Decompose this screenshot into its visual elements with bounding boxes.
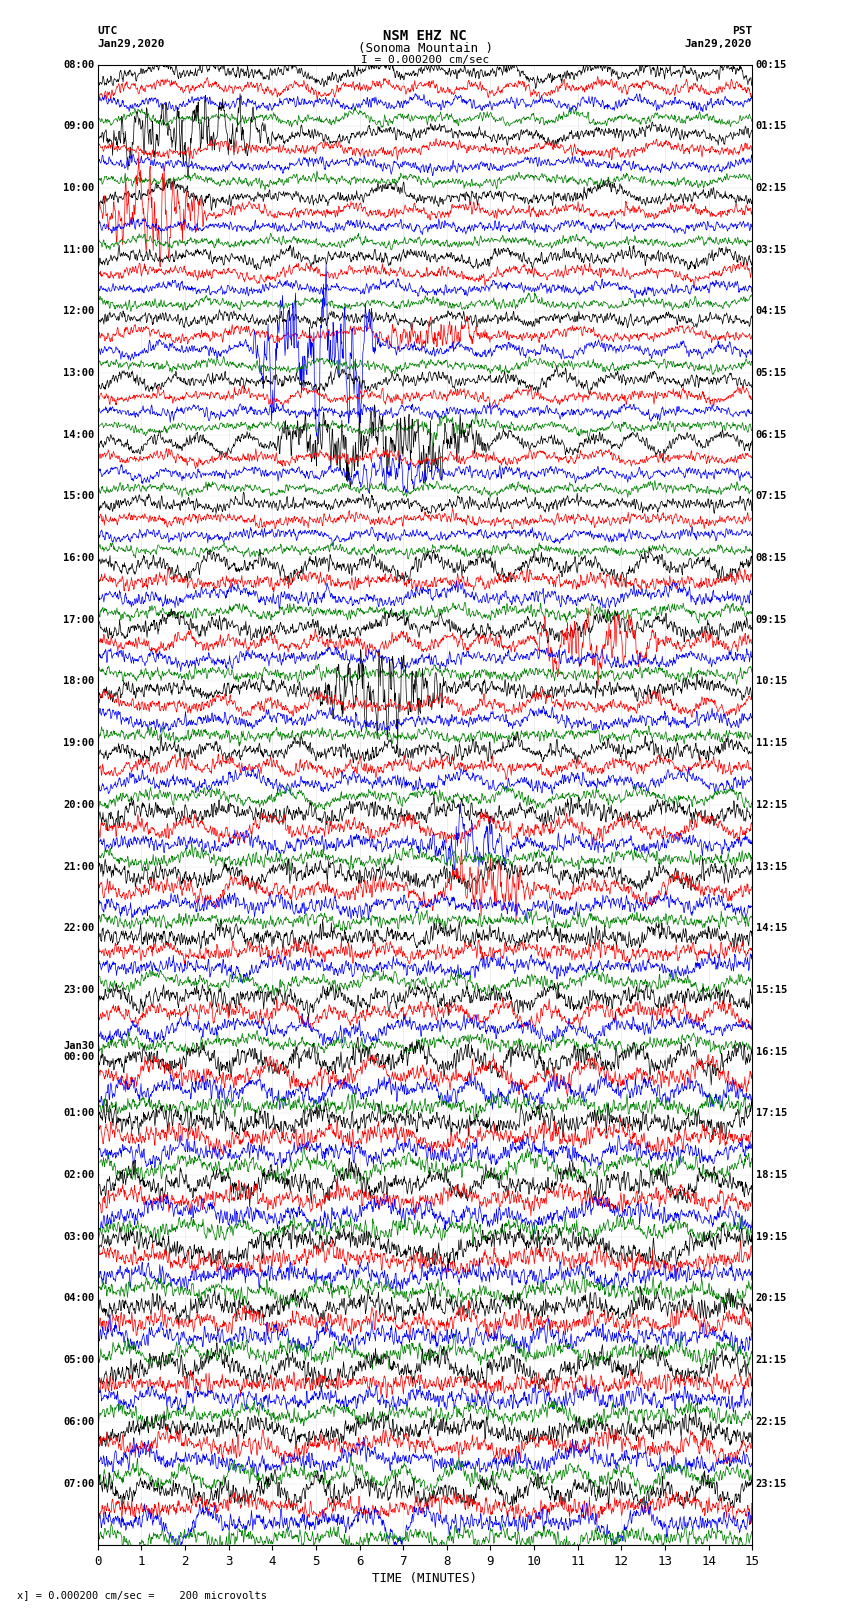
Text: 08:15: 08:15 xyxy=(756,553,787,563)
Text: 11:15: 11:15 xyxy=(756,739,787,748)
Text: 07:15: 07:15 xyxy=(756,492,787,502)
Text: 06:00: 06:00 xyxy=(63,1416,94,1428)
Text: 07:00: 07:00 xyxy=(63,1479,94,1489)
Text: 22:00: 22:00 xyxy=(63,923,94,934)
Text: NSM EHZ NC: NSM EHZ NC xyxy=(383,29,467,44)
Text: 20:15: 20:15 xyxy=(756,1294,787,1303)
Text: 14:00: 14:00 xyxy=(63,429,94,440)
Text: 04:00: 04:00 xyxy=(63,1294,94,1303)
Text: UTC: UTC xyxy=(98,26,118,35)
Text: 15:15: 15:15 xyxy=(756,986,787,995)
Text: 14:15: 14:15 xyxy=(756,923,787,934)
Text: 16:15: 16:15 xyxy=(756,1047,787,1057)
Text: 22:15: 22:15 xyxy=(756,1416,787,1428)
Text: 16:00: 16:00 xyxy=(63,553,94,563)
Text: 19:00: 19:00 xyxy=(63,739,94,748)
Text: 17:15: 17:15 xyxy=(756,1108,787,1118)
Text: 17:00: 17:00 xyxy=(63,615,94,624)
Text: 04:15: 04:15 xyxy=(756,306,787,316)
Text: 02:00: 02:00 xyxy=(63,1169,94,1181)
Text: (Sonoma Mountain ): (Sonoma Mountain ) xyxy=(358,42,492,55)
Text: 09:15: 09:15 xyxy=(756,615,787,624)
Text: 05:15: 05:15 xyxy=(756,368,787,377)
Text: 13:00: 13:00 xyxy=(63,368,94,377)
Text: 01:15: 01:15 xyxy=(756,121,787,131)
Text: 18:00: 18:00 xyxy=(63,676,94,687)
Text: 00:15: 00:15 xyxy=(756,60,787,69)
Text: Jan29,2020: Jan29,2020 xyxy=(98,39,165,48)
Text: Jan30
00:00: Jan30 00:00 xyxy=(63,1040,94,1063)
Text: 20:00: 20:00 xyxy=(63,800,94,810)
Text: 02:15: 02:15 xyxy=(756,182,787,194)
Text: 05:00: 05:00 xyxy=(63,1355,94,1365)
Text: 21:15: 21:15 xyxy=(756,1355,787,1365)
Text: 23:00: 23:00 xyxy=(63,986,94,995)
Text: 13:15: 13:15 xyxy=(756,861,787,871)
Text: 09:00: 09:00 xyxy=(63,121,94,131)
Text: 10:00: 10:00 xyxy=(63,182,94,194)
Text: 03:15: 03:15 xyxy=(756,245,787,255)
Text: 21:00: 21:00 xyxy=(63,861,94,871)
Text: 11:00: 11:00 xyxy=(63,245,94,255)
Text: 03:00: 03:00 xyxy=(63,1232,94,1242)
Text: Jan29,2020: Jan29,2020 xyxy=(685,39,752,48)
Text: 18:15: 18:15 xyxy=(756,1169,787,1181)
Text: PST: PST xyxy=(732,26,752,35)
Text: 08:00: 08:00 xyxy=(63,60,94,69)
Text: I = 0.000200 cm/sec: I = 0.000200 cm/sec xyxy=(361,55,489,65)
Text: 12:00: 12:00 xyxy=(63,306,94,316)
X-axis label: TIME (MINUTES): TIME (MINUTES) xyxy=(372,1573,478,1586)
Text: 15:00: 15:00 xyxy=(63,492,94,502)
Text: 10:15: 10:15 xyxy=(756,676,787,687)
Text: x] = 0.000200 cm/sec =    200 microvolts: x] = 0.000200 cm/sec = 200 microvolts xyxy=(17,1590,267,1600)
Text: 19:15: 19:15 xyxy=(756,1232,787,1242)
Text: 06:15: 06:15 xyxy=(756,429,787,440)
Text: 23:15: 23:15 xyxy=(756,1479,787,1489)
Text: 12:15: 12:15 xyxy=(756,800,787,810)
Text: 01:00: 01:00 xyxy=(63,1108,94,1118)
